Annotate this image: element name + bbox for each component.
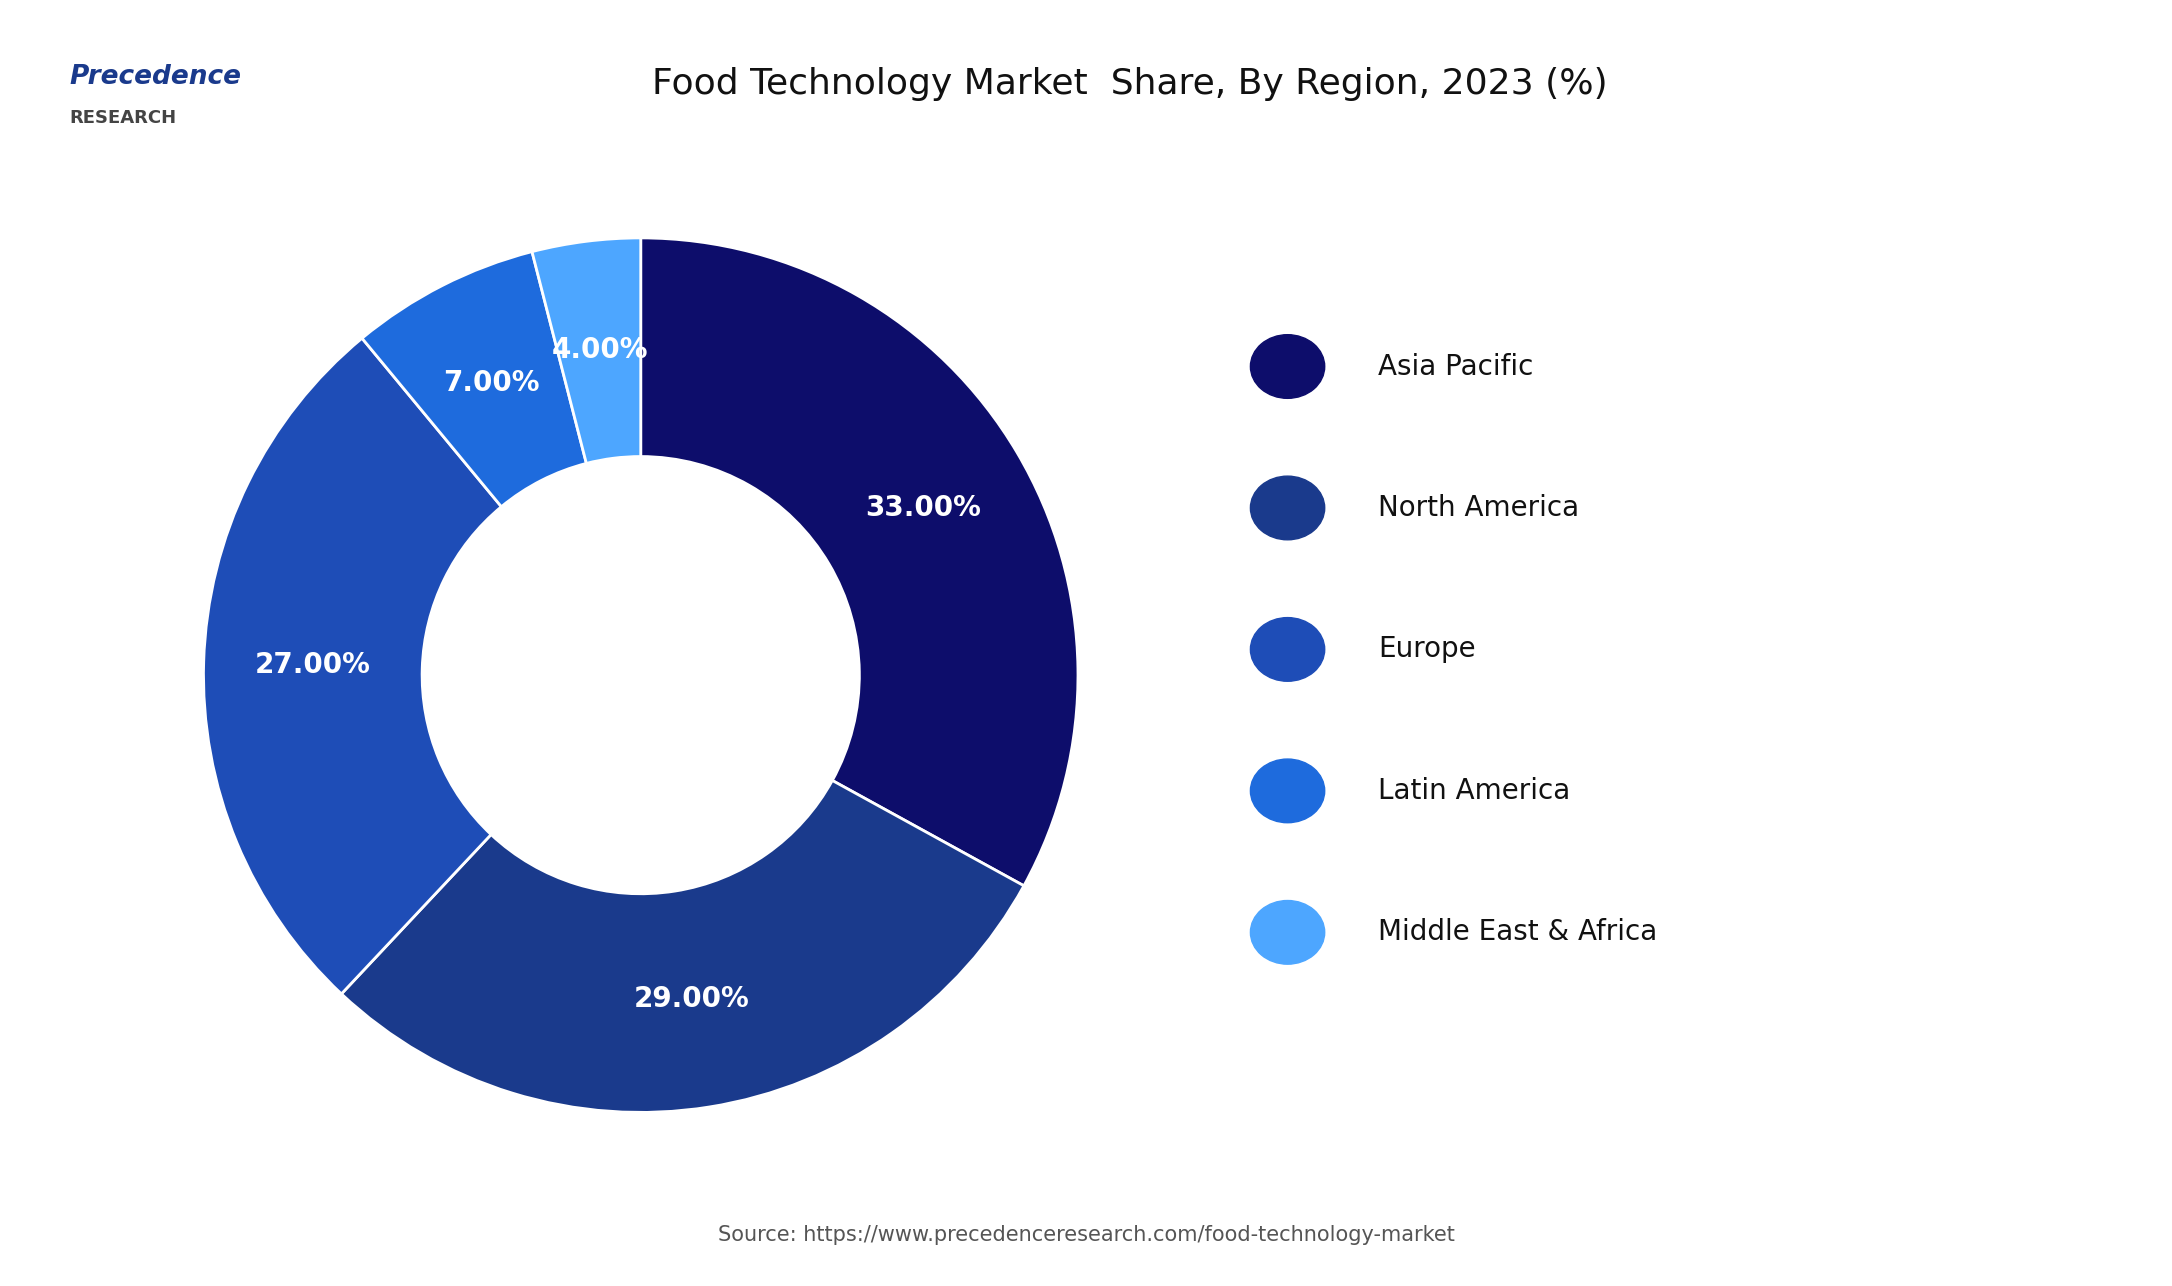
Text: 29.00%: 29.00% — [634, 985, 749, 1013]
Wedge shape — [341, 781, 1023, 1112]
Text: North America: North America — [1379, 494, 1579, 522]
Circle shape — [1251, 476, 1325, 540]
Text: 33.00%: 33.00% — [864, 494, 982, 522]
Text: RESEARCH: RESEARCH — [70, 109, 176, 127]
Text: Middle East & Africa: Middle East & Africa — [1379, 918, 1657, 946]
Wedge shape — [641, 238, 1077, 886]
Circle shape — [1251, 334, 1325, 399]
Text: Asia Pacific: Asia Pacific — [1379, 352, 1533, 381]
Text: Europe: Europe — [1379, 635, 1477, 664]
Text: Latin America: Latin America — [1379, 777, 1570, 805]
Wedge shape — [204, 338, 502, 994]
Text: Source: https://www.precedenceresearch.com/food-technology-market: Source: https://www.precedenceresearch.c… — [717, 1224, 1455, 1245]
Wedge shape — [363, 252, 586, 507]
Text: Food Technology Market  Share, By Region, 2023 (%): Food Technology Market Share, By Region,… — [652, 67, 1607, 100]
Text: 4.00%: 4.00% — [552, 336, 647, 364]
Text: Precedence: Precedence — [70, 64, 241, 90]
Circle shape — [1251, 759, 1325, 823]
Text: 27.00%: 27.00% — [254, 651, 371, 679]
Wedge shape — [532, 238, 641, 463]
Circle shape — [1251, 617, 1325, 682]
Circle shape — [1251, 900, 1325, 964]
Text: 7.00%: 7.00% — [443, 369, 541, 397]
